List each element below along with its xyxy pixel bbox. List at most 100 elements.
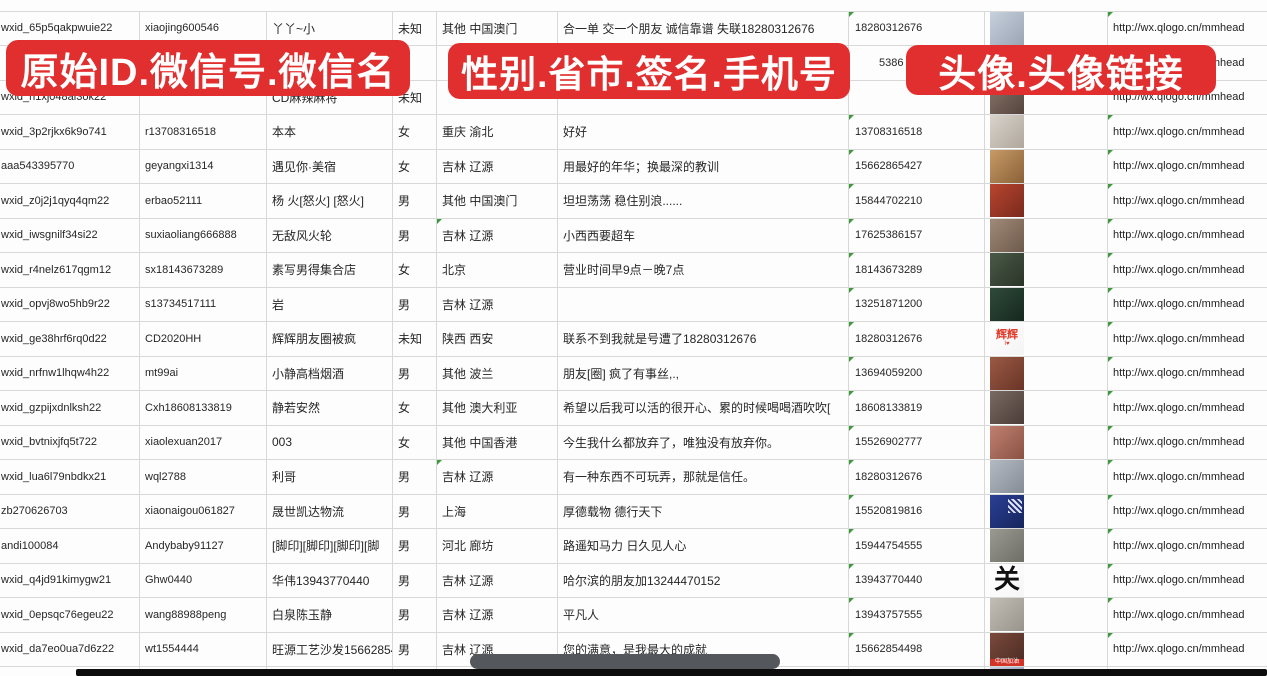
cell-phone[interactable]: 15844702210	[849, 184, 985, 218]
cell-avatar[interactable]	[985, 529, 1108, 563]
cell-wechat-name[interactable]: 岩	[267, 287, 393, 321]
cell-original-id[interactable]: wxid_lua6l79nbdkx21	[0, 460, 140, 494]
cell-gender[interactable]: 女	[393, 115, 437, 149]
cell-wechat-id[interactable]: erbao52111	[140, 184, 267, 218]
cell-signature[interactable]: 坦坦荡荡 稳住别浪......	[558, 184, 849, 218]
cell-original-id[interactable]: wxid_iwsgnilf34si22	[0, 218, 140, 252]
cell-original-id[interactable]: wxid_q4jd91kimygw21	[0, 563, 140, 597]
cell-gender[interactable]: 男	[393, 218, 437, 252]
cell-avatar[interactable]	[985, 425, 1108, 459]
cell-wechat-name[interactable]: 晟世凯达物流	[267, 494, 393, 528]
cell-avatar[interactable]: 关	[985, 563, 1108, 597]
cell-phone[interactable]: 18280312676	[849, 322, 985, 356]
cell-wechat-id[interactable]: wql2788	[140, 460, 267, 494]
cell-wechat-id[interactable]: s13734517111	[140, 287, 267, 321]
cell-phone[interactable]: 18143673289	[849, 253, 985, 287]
cell-gender[interactable]: 女	[393, 391, 437, 425]
cell-province[interactable]: 吉林 辽源	[437, 632, 558, 666]
cell-original-id[interactable]: zb270626703	[0, 494, 140, 528]
cell-avatar[interactable]: 辉辉 I♥	[985, 322, 1108, 356]
cell-phone[interactable]: 13694059200	[849, 356, 985, 390]
cell-wechat-name[interactable]: 辉辉朋友圈被疯	[267, 322, 393, 356]
cell-gender[interactable]: 未知	[393, 11, 437, 45]
cell-wechat-id[interactable]: Ghw0440	[140, 563, 267, 597]
cell-wechat-id[interactable]: geyangxi1314	[140, 149, 267, 183]
cell-gender[interactable]: 女	[393, 253, 437, 287]
cell-phone[interactable]: 13708316518	[849, 115, 985, 149]
cell-gender[interactable]	[393, 46, 437, 80]
cell-avatar[interactable]	[985, 149, 1108, 183]
cell-wechat-name[interactable]: 丫丫~小	[267, 11, 393, 45]
cell-phone[interactable]	[849, 80, 985, 114]
cell-avatar-url[interactable]: http://wx.qlogo.cn/mmhead	[1108, 322, 1267, 356]
cell-original-id[interactable]: wxid_gzpijxdnlksh22	[0, 391, 140, 425]
cell-province[interactable]: 其他 中国香港	[437, 425, 558, 459]
cell-original-id[interactable]: wxid_nrfnw1lhqw4h22	[0, 356, 140, 390]
cell-gender[interactable]: 未知	[393, 322, 437, 356]
cell-wechat-id[interactable]: Cxh18608133819	[140, 391, 267, 425]
cell-avatar[interactable]	[985, 253, 1108, 287]
cell-avatar-url[interactable]: http://wx.qlogo.cn/mmhead	[1108, 218, 1267, 253]
cell-gender[interactable]: 男	[393, 632, 437, 666]
cell-avatar[interactable]	[985, 356, 1108, 390]
cell-gender[interactable]: 男	[393, 460, 437, 494]
cell-gender[interactable]: 男	[393, 529, 437, 563]
cell-avatar[interactable]	[985, 287, 1108, 321]
cell-signature[interactable]: 好好	[558, 115, 849, 149]
cell-gender[interactable]: 男	[393, 356, 437, 390]
cell-avatar-url[interactable]: http://wx.qlogo.cn/mmhead	[1108, 149, 1267, 184]
cell-phone[interactable]: 15662854498	[849, 632, 985, 666]
cell-avatar[interactable]	[985, 598, 1108, 632]
cell-wechat-id[interactable]: sx18143673289	[140, 253, 267, 287]
cell-phone[interactable]: 13943757555	[849, 598, 985, 632]
cell-original-id[interactable]: wxid_opvj8wo5hb9r22	[0, 287, 140, 321]
cell-wechat-id[interactable]: wang88988peng	[140, 598, 267, 632]
cell-original-id[interactable]: wxid_z0j2j1qyq4qm22	[0, 184, 140, 218]
cell-gender[interactable]: 男	[393, 184, 437, 218]
cell-original-id[interactable]: wxid_3p2rjkx6k9o741	[0, 115, 140, 149]
cell-avatar-url[interactable]: http://wx.qlogo.cn/mmhead	[1108, 287, 1267, 322]
cell-province[interactable]: 陕西 西安	[437, 322, 558, 356]
cell-avatar-url[interactable]: http://wx.qlogo.cn/mmhead	[1108, 356, 1267, 391]
cell-original-id[interactable]: wxid_ge38hrf6rq0d22	[0, 322, 140, 356]
cell-signature[interactable]	[558, 287, 849, 321]
cell-wechat-name[interactable]: 白泉陈玉静	[267, 598, 393, 632]
cell-original-id[interactable]: wxid_da7eo0ua7d6z22	[0, 632, 140, 666]
cell-phone[interactable]: 18608133819	[849, 391, 985, 425]
cell-phone[interactable]: 17625386157	[849, 218, 985, 252]
cell-province[interactable]: 吉林 辽源	[437, 460, 558, 494]
cell-signature[interactable]: 哈尔滨的朋友加13244470152	[558, 563, 849, 597]
cell-wechat-name[interactable]: 华伟13943770440	[267, 563, 393, 597]
cell-original-id[interactable]: aaa543395770	[0, 149, 140, 183]
cell-gender[interactable]: 女	[393, 425, 437, 459]
cell-province[interactable]: 上海	[437, 494, 558, 528]
cell-gender[interactable]: 男	[393, 494, 437, 528]
cell-phone[interactable]: 15526902777	[849, 425, 985, 459]
cell-avatar[interactable]	[985, 218, 1108, 252]
cell-province[interactable]: 吉林 辽源	[437, 287, 558, 321]
cell-avatar[interactable]	[985, 391, 1108, 425]
cell-phone[interactable]: 15662865427	[849, 149, 985, 183]
cell-wechat-name[interactable]: 静若安然	[267, 391, 393, 425]
cell-avatar[interactable]	[985, 494, 1108, 528]
cell-original-id[interactable]: andi100084	[0, 529, 140, 563]
cell-wechat-name[interactable]: 利哥	[267, 460, 393, 494]
cell-wechat-id[interactable]: suxiaoliang666888	[140, 218, 267, 252]
cell-avatar-url[interactable]: http://wx.qlogo.cn/mmhead	[1108, 494, 1267, 529]
cell-avatar[interactable]	[985, 11, 1108, 45]
cell-gender[interactable]: 男	[393, 598, 437, 632]
cell-signature[interactable]	[558, 80, 849, 114]
cell-province[interactable]: 其他 波兰	[437, 356, 558, 390]
cell-original-id[interactable]: wxid_r4nelz617qgm12	[0, 253, 140, 287]
cell-avatar[interactable]: 中国加油	[985, 632, 1108, 666]
cell-wechat-name[interactable]: 小静高档烟酒	[267, 356, 393, 390]
cell-wechat-id[interactable]	[140, 80, 267, 114]
cell-phone[interactable]: 15944754555	[849, 529, 985, 563]
cell-signature[interactable]: 用最好的年华；换最深的教训	[558, 149, 849, 183]
cell-province[interactable]: 其他 中国澳门	[437, 11, 558, 45]
cell-avatar[interactable]	[985, 115, 1108, 149]
cell-original-id[interactable]: wxid_65p5qakpwuie22	[0, 11, 140, 45]
cell-signature[interactable]: 今生我什么都放弃了，唯独没有放弃你。	[558, 425, 849, 459]
cell-wechat-name[interactable]: 杨 火[怒火] [怒火]	[267, 184, 393, 218]
cell-wechat-id[interactable]: xiaolexuan2017	[140, 425, 267, 459]
